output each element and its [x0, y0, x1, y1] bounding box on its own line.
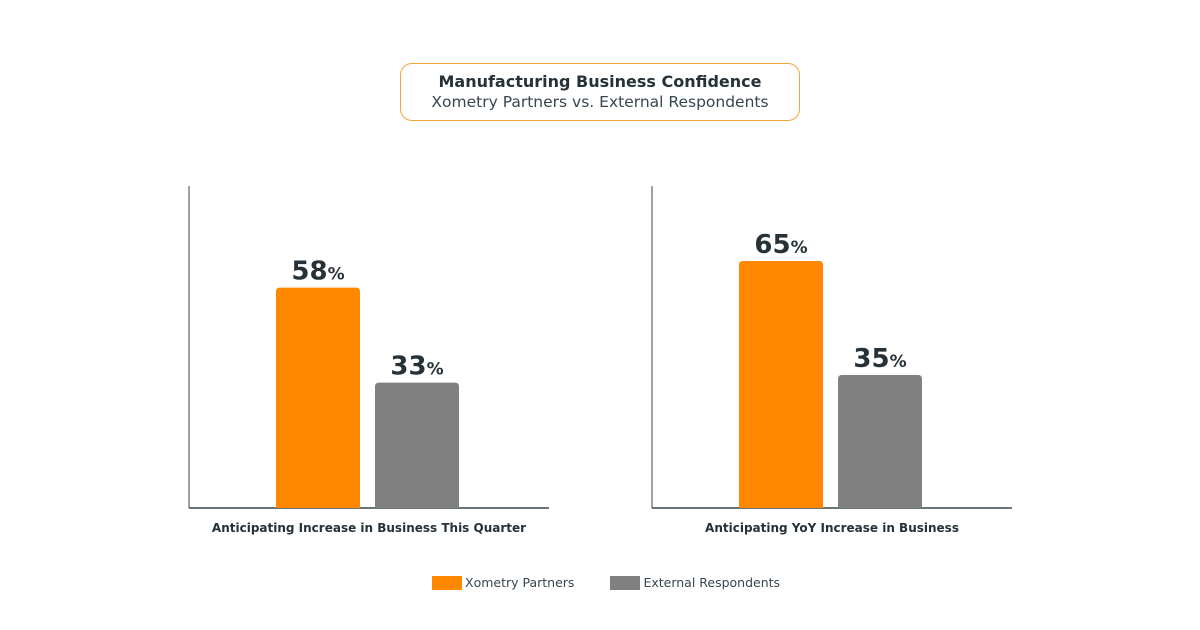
legend-item-external: External Respondents — [610, 575, 780, 590]
bar-2-external — [838, 375, 922, 508]
x-axis-label-2: Anticipating YoY Increase in Business — [705, 521, 959, 535]
chart-title-box: Manufacturing Business Confidence Xometr… — [400, 63, 800, 121]
legend: Xometry Partners External Respondents — [432, 575, 816, 590]
bar-2-xometry — [739, 261, 823, 508]
chart-subtitle: Xometry Partners vs. External Respondent… — [431, 93, 769, 111]
legend-swatch-external — [610, 575, 641, 590]
data-label-1-xometry: 58% — [291, 257, 344, 287]
x-axis-label-1: Anticipating Increase in Business This Q… — [212, 521, 526, 535]
legend-label-xometry: Xometry Partners — [465, 575, 575, 590]
data-label-1-external: 33% — [390, 352, 443, 382]
bar-1-external — [375, 382, 459, 508]
data-label-2-external: 35% — [853, 344, 906, 374]
chart-title: Manufacturing Business Confidence — [438, 72, 762, 91]
legend-label-external: External Respondents — [643, 575, 781, 590]
legend-item-xometry: Xometry Partners — [432, 575, 574, 590]
legend-swatch-xometry — [432, 575, 462, 590]
data-label-2-xometry: 65% — [754, 230, 807, 260]
bar-1-xometry — [276, 287, 360, 508]
